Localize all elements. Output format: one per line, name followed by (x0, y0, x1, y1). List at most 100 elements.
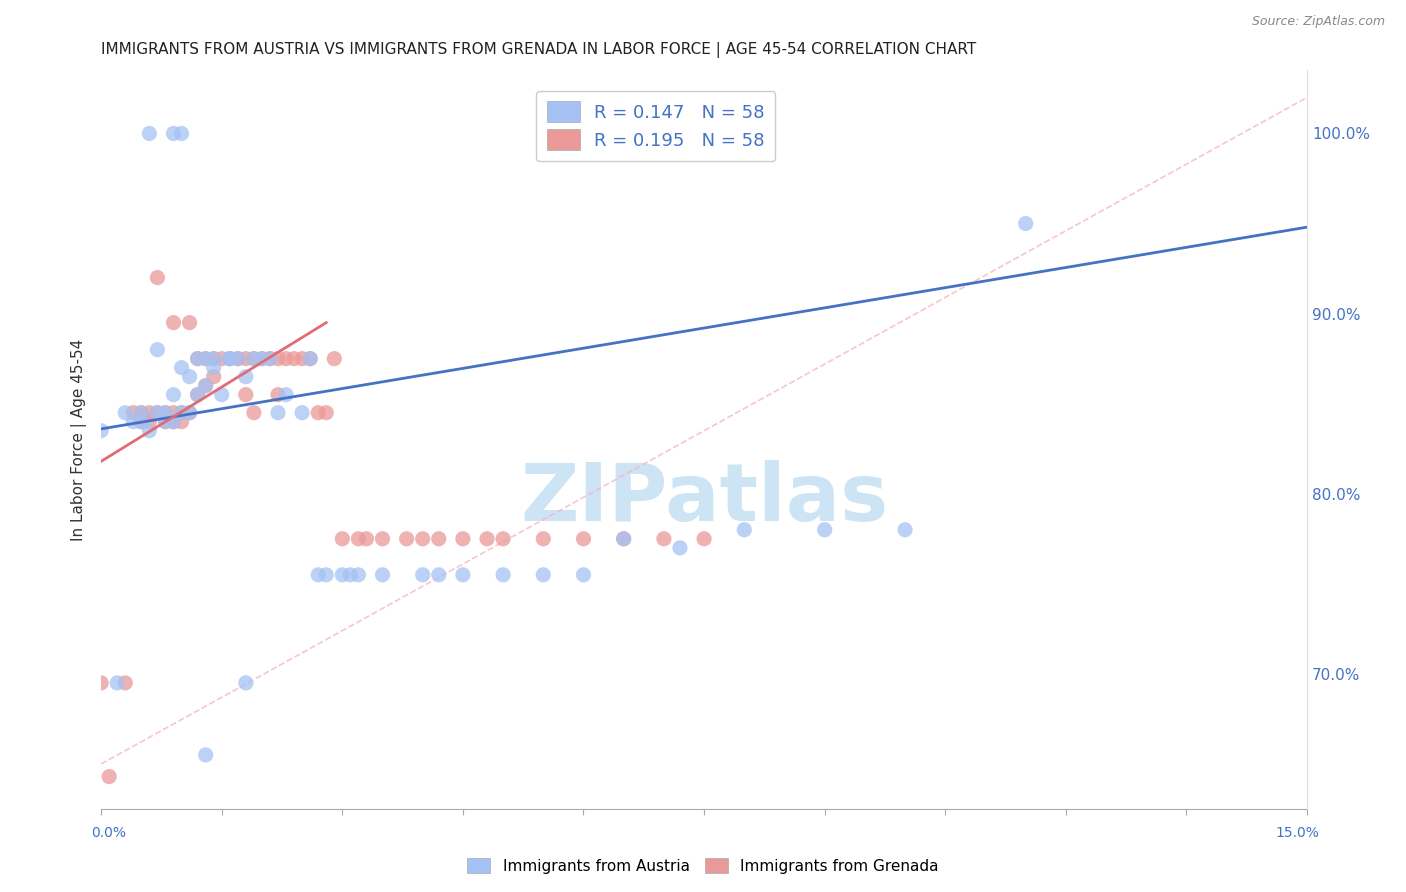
Point (194, 378, 217, 392)
Point (669, 541, 692, 555)
Point (427, 532, 450, 546)
Point (162, 406, 184, 420)
Point (218, 351, 240, 366)
Point (572, 532, 595, 546)
Point (1014, 217, 1036, 231)
Point (814, 523, 837, 537)
Point (162, 415, 184, 429)
Point (652, 532, 675, 546)
Y-axis label: In Labor Force | Age 45-54: In Labor Force | Age 45-54 (72, 339, 87, 541)
Point (323, 351, 346, 366)
Point (131, 415, 153, 429)
Point (339, 567, 361, 582)
Point (194, 351, 217, 366)
Point (170, 406, 193, 420)
Point (235, 387, 257, 401)
Point (187, 387, 209, 401)
Point (412, 532, 434, 546)
Point (492, 532, 515, 546)
Point (146, 406, 169, 420)
Point (347, 567, 370, 582)
Point (179, 369, 201, 384)
Point (315, 567, 337, 582)
Point (243, 406, 266, 420)
Point (122, 406, 145, 420)
Point (299, 351, 322, 366)
Point (259, 351, 281, 366)
Point (451, 567, 474, 582)
Point (330, 567, 353, 582)
Point (283, 351, 305, 366)
Point (155, 415, 177, 429)
Point (218, 351, 240, 366)
Point (267, 351, 290, 366)
Point (146, 270, 169, 285)
Point (226, 351, 249, 366)
Point (162, 316, 184, 330)
Point (356, 532, 378, 546)
Point (613, 532, 636, 546)
Point (194, 351, 217, 366)
Point (475, 532, 498, 546)
Point (162, 387, 184, 401)
Point (371, 532, 394, 546)
Point (179, 406, 201, 420)
Point (179, 406, 201, 420)
Point (202, 351, 225, 366)
Point (347, 532, 370, 546)
Point (613, 532, 636, 546)
Point (155, 406, 177, 420)
Text: IMMIGRANTS FROM AUSTRIA VS IMMIGRANTS FROM GRENADA IN LABOR FORCE | AGE 45-54 CO: IMMIGRANTS FROM AUSTRIA VS IMMIGRANTS FR… (101, 42, 976, 58)
Point (291, 406, 314, 420)
Point (531, 532, 554, 546)
Point (155, 406, 177, 420)
Point (267, 387, 290, 401)
Point (291, 351, 314, 366)
Point (330, 532, 353, 546)
Point (894, 523, 917, 537)
Point (131, 406, 153, 420)
Point (235, 676, 257, 690)
Point (90, 424, 112, 438)
Point (733, 523, 755, 537)
Point (138, 424, 160, 438)
Point (259, 351, 281, 366)
Point (138, 406, 160, 420)
Point (170, 360, 193, 375)
Point (412, 567, 434, 582)
Point (243, 351, 266, 366)
Point (194, 747, 217, 762)
Point (146, 406, 169, 420)
Text: ZIPatlas: ZIPatlas (520, 459, 889, 538)
Point (162, 415, 184, 429)
Point (138, 127, 160, 141)
Point (531, 567, 554, 582)
Point (371, 567, 394, 582)
Point (235, 351, 257, 366)
Point (170, 127, 193, 141)
Point (250, 351, 273, 366)
Point (98, 770, 121, 784)
Point (572, 567, 595, 582)
Point (122, 415, 145, 429)
Point (250, 351, 273, 366)
Text: Source: ZipAtlas.com: Source: ZipAtlas.com (1251, 15, 1385, 28)
Point (114, 406, 136, 420)
Point (274, 387, 297, 401)
Point (114, 676, 136, 690)
Point (226, 351, 249, 366)
Point (131, 415, 153, 429)
Point (307, 567, 329, 582)
Point (218, 351, 240, 366)
Point (395, 532, 418, 546)
Point (187, 387, 209, 401)
Point (267, 406, 290, 420)
Point (138, 415, 160, 429)
Point (427, 567, 450, 582)
Point (451, 532, 474, 546)
Point (90, 676, 112, 690)
Point (202, 351, 225, 366)
Point (105, 676, 128, 690)
Legend: R = 0.147   N = 58, R = 0.195   N = 58: R = 0.147 N = 58, R = 0.195 N = 58 (536, 90, 775, 161)
Point (187, 351, 209, 366)
